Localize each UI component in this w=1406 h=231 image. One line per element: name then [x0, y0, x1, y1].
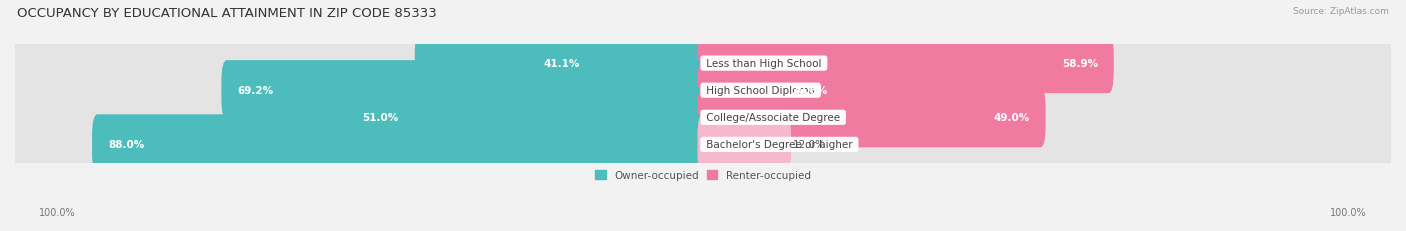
- Text: OCCUPANCY BY EDUCATIONAL ATTAINMENT IN ZIP CODE 85333: OCCUPANCY BY EDUCATIONAL ATTAINMENT IN Z…: [17, 7, 437, 20]
- FancyBboxPatch shape: [221, 61, 709, 121]
- Text: Source: ZipAtlas.com: Source: ZipAtlas.com: [1294, 7, 1389, 16]
- FancyBboxPatch shape: [91, 115, 709, 175]
- Text: College/Associate Degree: College/Associate Degree: [703, 113, 844, 123]
- Text: 100.0%: 100.0%: [1330, 207, 1367, 217]
- Text: 49.0%: 49.0%: [994, 113, 1029, 123]
- Text: 30.8%: 30.8%: [790, 86, 827, 96]
- FancyBboxPatch shape: [7, 104, 1399, 185]
- FancyBboxPatch shape: [697, 61, 921, 121]
- FancyBboxPatch shape: [7, 50, 1399, 131]
- Text: 58.9%: 58.9%: [1062, 59, 1098, 69]
- FancyBboxPatch shape: [347, 88, 709, 148]
- Text: 41.1%: 41.1%: [544, 59, 579, 69]
- Text: Bachelor's Degree or higher: Bachelor's Degree or higher: [703, 140, 856, 150]
- FancyBboxPatch shape: [697, 34, 1114, 94]
- Text: 100.0%: 100.0%: [39, 207, 76, 217]
- FancyBboxPatch shape: [697, 88, 1046, 148]
- Text: 12.0%: 12.0%: [793, 140, 825, 150]
- Text: 51.0%: 51.0%: [363, 113, 399, 123]
- Text: High School Diploma: High School Diploma: [703, 86, 818, 96]
- Text: 88.0%: 88.0%: [108, 140, 145, 150]
- Text: Less than High School: Less than High School: [703, 59, 825, 69]
- Text: 69.2%: 69.2%: [238, 86, 273, 96]
- FancyBboxPatch shape: [415, 34, 709, 94]
- Legend: Owner-occupied, Renter-occupied: Owner-occupied, Renter-occupied: [591, 166, 815, 185]
- FancyBboxPatch shape: [7, 23, 1399, 105]
- FancyBboxPatch shape: [7, 77, 1399, 158]
- FancyBboxPatch shape: [697, 115, 792, 175]
